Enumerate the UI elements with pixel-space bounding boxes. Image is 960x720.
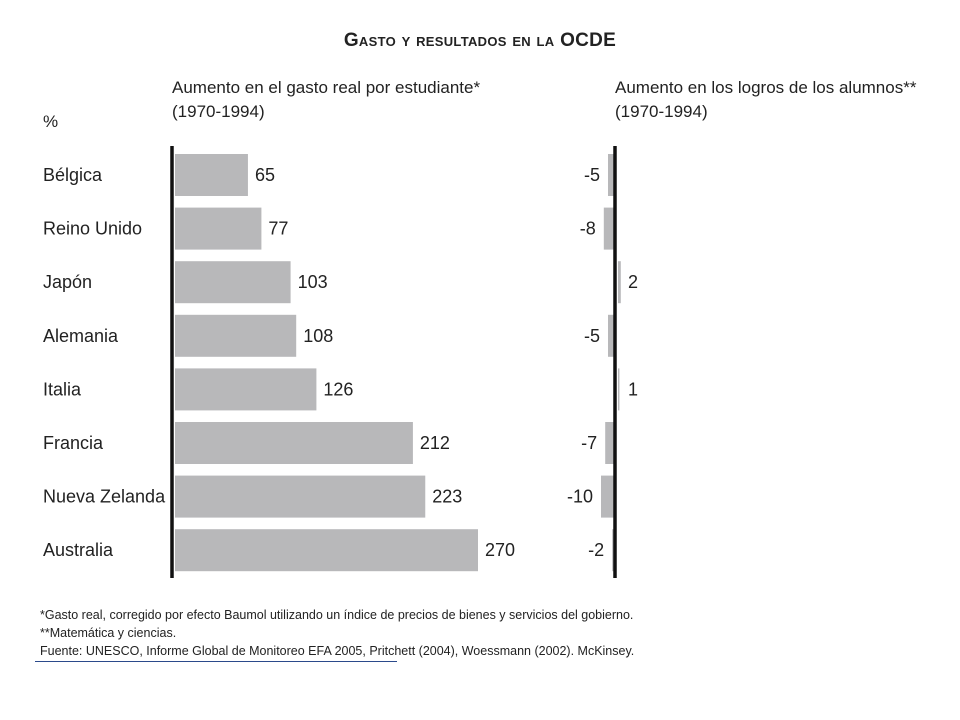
achievement-bar-nueva-zelanda: [601, 475, 615, 518]
spending-bar-bélgica: [175, 154, 248, 196]
category-label-bélgica: Bélgica: [43, 165, 103, 185]
achievement-value-italia: 1: [628, 379, 638, 399]
category-label-alemania: Alemania: [43, 326, 119, 346]
spending-bar-reino-unido: [175, 207, 262, 250]
achievement-value-bélgica: -5: [584, 165, 600, 185]
spending-value-nueva-zelanda: 223: [432, 487, 462, 507]
achievement-bar-japón: [618, 261, 621, 304]
category-label-italia: Italia: [43, 379, 82, 399]
category-label-australia: Australia: [43, 540, 114, 560]
achievement-heading-line2: (1970-1994): [615, 102, 708, 121]
achievement-value-japón: 2: [628, 272, 638, 292]
spending-value-australia: 270: [485, 540, 515, 560]
footnote-source: Fuente: UNESCO, Informe Global de Monito…: [40, 644, 635, 658]
category-label-reino-unido: Reino Unido: [43, 219, 142, 239]
footnote-real-spending: *Gasto real, corregido por efecto Baumol…: [40, 608, 634, 622]
achievement-value-australia: -2: [588, 540, 604, 560]
spending-value-japón: 103: [298, 272, 328, 292]
spending-panel-heading: Aumento en el gasto real por estudiante*…: [172, 76, 480, 124]
category-label-nueva-zelanda: Nueva Zelanda: [43, 487, 166, 507]
achievement-value-francia: -7: [581, 433, 597, 453]
percent-unit-label: %: [43, 112, 59, 131]
spending-bar-japón: [175, 261, 291, 304]
spending-value-alemania: 108: [303, 326, 333, 346]
achievement-bar-francia: [605, 422, 615, 464]
chart-title: Gasto y resultados en la OCDE: [343, 30, 617, 51]
spending-bar-australia: [175, 529, 478, 572]
achievement-value-alemania: -5: [584, 326, 600, 346]
category-label-japón: Japón: [43, 272, 92, 292]
spending-bar-italia: [175, 368, 317, 411]
spending-value-italia: 126: [323, 379, 353, 399]
spending-bar-alemania: [175, 314, 297, 357]
achievement-bar-reino-unido: [603, 207, 615, 250]
spending-value-francia: 212: [420, 433, 450, 453]
spending-value-reino-unido: 77: [268, 219, 288, 239]
achievement-heading-line1: Aumento en los logros de los alumnos**: [615, 78, 917, 97]
spending-bar-francia: [175, 422, 413, 464]
spending-heading-line1: Aumento en el gasto real por estudiante*: [172, 78, 481, 97]
source-underline: [35, 661, 397, 662]
category-label-francia: Francia: [43, 433, 104, 453]
spending-bar-nueva-zelanda: [175, 475, 426, 518]
achievement-value-nueva-zelanda: -10: [567, 487, 593, 507]
achievement-bar-alemania: [608, 314, 615, 357]
achievement-value-reino-unido: -8: [580, 219, 596, 239]
achievement-bar-italia: [618, 368, 620, 411]
footnote-math-science: **Matemática y ciencias.: [40, 626, 177, 640]
spending-value-bélgica: 65: [255, 165, 275, 185]
achievement-bar-bélgica: [608, 154, 615, 196]
achievement-panel-heading: Aumento en los logros de los alumnos** (…: [615, 76, 916, 124]
spending-heading-line2: (1970-1994): [172, 102, 265, 121]
